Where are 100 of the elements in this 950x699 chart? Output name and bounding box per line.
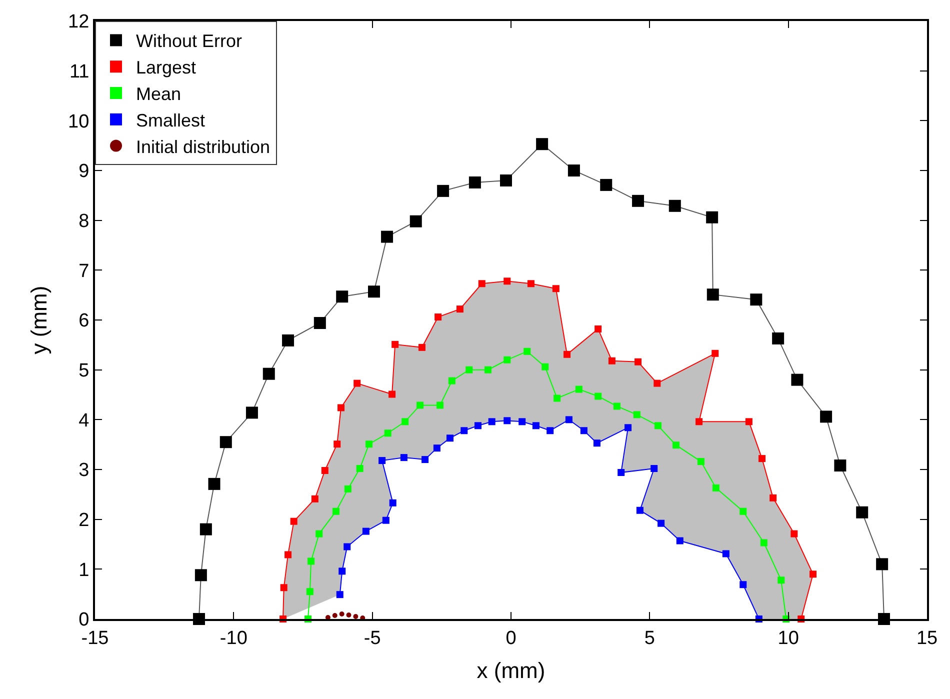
y-axis-title: y (mm)	[26, 286, 52, 354]
x-tick-label: 10	[778, 628, 799, 649]
point	[613, 402, 620, 410]
point	[791, 374, 804, 386]
point	[336, 290, 348, 303]
point	[504, 278, 511, 285]
point	[416, 402, 424, 409]
point	[468, 176, 481, 188]
point	[332, 508, 340, 515]
legend-label: Without Error	[136, 31, 242, 52]
point	[388, 390, 396, 398]
point	[542, 363, 549, 370]
point	[402, 418, 409, 426]
point	[676, 537, 684, 544]
point	[856, 506, 868, 518]
point	[750, 294, 762, 306]
point	[618, 468, 625, 476]
point	[580, 427, 588, 434]
y-tick-label: 2	[78, 510, 90, 531]
point	[384, 430, 392, 437]
x-tick-label: 15	[916, 628, 938, 649]
point	[308, 558, 315, 565]
point	[658, 520, 665, 527]
point	[600, 178, 612, 191]
point	[565, 416, 572, 424]
point	[282, 334, 294, 346]
x-axis-title: x (mm)	[476, 658, 546, 684]
point	[594, 325, 602, 332]
point	[552, 285, 560, 292]
point	[790, 530, 798, 538]
point	[712, 484, 720, 492]
point	[672, 442, 680, 449]
point	[220, 436, 232, 448]
point	[366, 440, 373, 448]
point	[706, 211, 718, 224]
point	[433, 444, 440, 452]
point	[353, 614, 358, 620]
point	[504, 417, 511, 424]
point	[280, 584, 288, 592]
point	[311, 495, 318, 502]
point	[246, 406, 258, 419]
y-tick-label: 7	[78, 260, 90, 282]
point	[636, 506, 644, 514]
point	[422, 456, 429, 464]
point	[436, 402, 444, 409]
point	[460, 427, 468, 434]
point	[697, 458, 704, 466]
point	[654, 422, 662, 430]
point	[722, 550, 730, 558]
point	[208, 478, 220, 490]
point	[740, 581, 747, 588]
x-tick-label: 5	[644, 628, 655, 649]
x-tick-label: -10	[220, 628, 248, 649]
y-tick-label: 8	[78, 210, 90, 232]
point	[650, 465, 658, 472]
point	[200, 523, 212, 536]
point	[634, 358, 642, 366]
point	[712, 350, 719, 357]
point	[336, 591, 344, 598]
point	[536, 138, 548, 150]
point	[770, 494, 777, 502]
point	[758, 455, 766, 462]
point	[344, 543, 351, 550]
point	[546, 427, 554, 434]
y-tick-label: 10	[68, 111, 90, 132]
point	[466, 366, 473, 374]
point	[456, 306, 464, 313]
point	[478, 280, 486, 288]
point	[772, 332, 784, 344]
point	[624, 424, 632, 432]
point	[745, 418, 752, 426]
point	[446, 434, 454, 442]
point	[306, 588, 314, 596]
point	[368, 286, 380, 298]
point	[518, 418, 526, 426]
point	[354, 380, 361, 387]
point	[434, 314, 442, 321]
point	[524, 348, 531, 355]
point	[876, 558, 888, 570]
point	[568, 164, 580, 176]
point	[633, 411, 640, 418]
point	[564, 350, 571, 358]
point	[437, 184, 450, 197]
legend-label: Largest	[136, 58, 196, 78]
point	[334, 440, 341, 448]
point	[834, 460, 846, 472]
point	[381, 230, 394, 243]
point	[696, 418, 703, 426]
point	[532, 422, 540, 430]
legend-label: Initial distribution	[136, 136, 270, 157]
point	[339, 612, 344, 617]
point	[554, 394, 561, 402]
point	[337, 404, 344, 412]
point	[362, 528, 370, 535]
y-tick-label: 11	[69, 61, 90, 82]
point	[344, 485, 352, 492]
point	[262, 368, 275, 380]
point	[448, 377, 456, 384]
y-tick-label: 3	[78, 460, 90, 482]
y-tick-label: 9	[78, 161, 90, 182]
